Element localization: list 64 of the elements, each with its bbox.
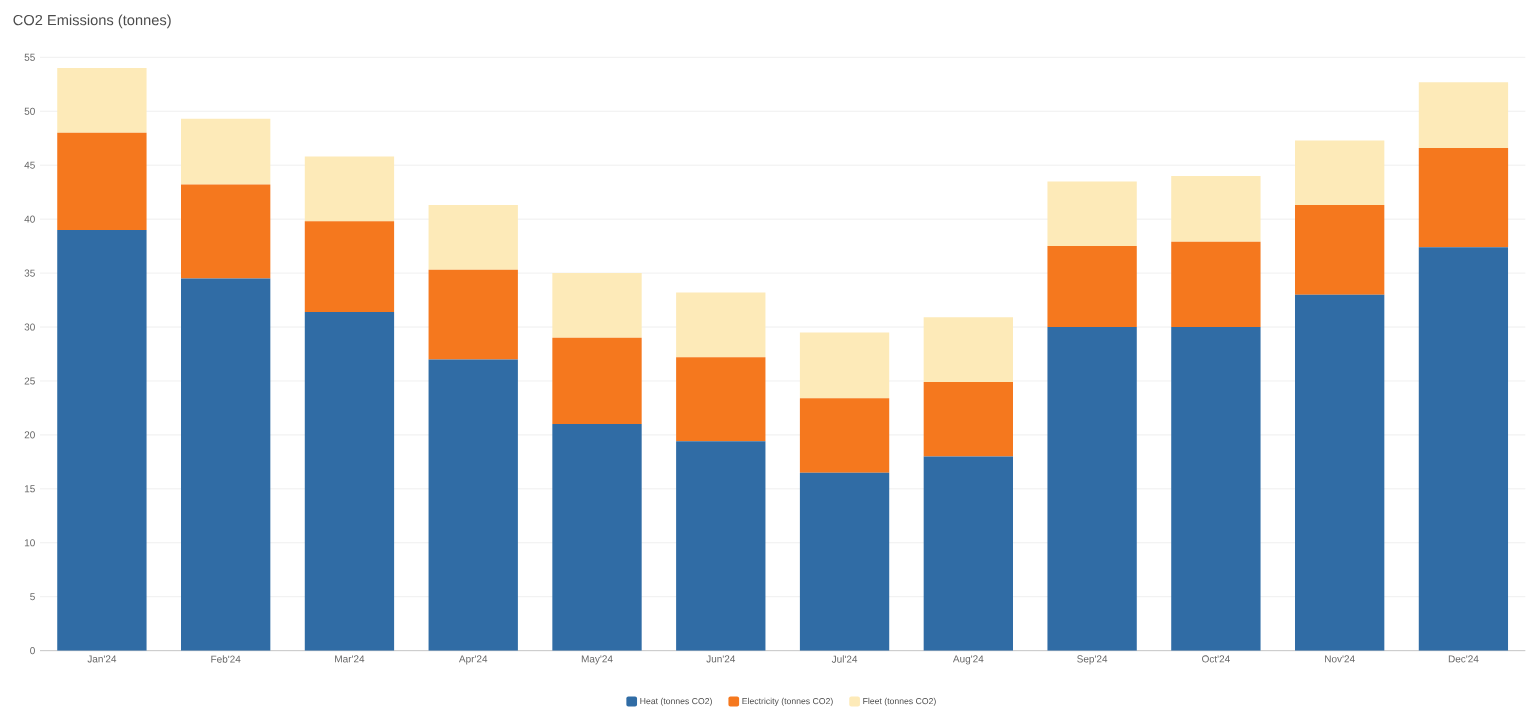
legend-label: Fleet (tonnes CO2) — [863, 697, 936, 706]
bar — [1047, 246, 1137, 328]
bar — [1418, 247, 1509, 651]
bar — [552, 337, 642, 425]
bar — [676, 292, 766, 358]
bar — [1171, 241, 1261, 328]
bar — [304, 221, 395, 312]
y-tick-label: 40 — [24, 215, 35, 223]
bar — [1295, 205, 1385, 295]
y-tick-label: 55 — [24, 53, 35, 61]
bar — [676, 357, 766, 442]
x-tick-label: Jul'24 — [831, 655, 858, 663]
bar — [799, 472, 890, 651]
bar — [1047, 181, 1137, 247]
x-tick-label: Sep'24 — [1077, 655, 1108, 665]
bar — [181, 278, 271, 651]
bar — [1418, 147, 1509, 248]
legend-label: Electricity (tonnes CO2) — [742, 697, 833, 706]
x-tick-label: Jan'24 — [87, 655, 117, 663]
bar — [181, 184, 271, 279]
bar — [799, 332, 890, 399]
x-tick-label: Oct'24 — [1202, 655, 1230, 663]
y-tick-label: 0 — [30, 647, 35, 655]
bar — [552, 273, 642, 338]
x-tick-label: Nov'24 — [1325, 655, 1355, 663]
y-tick-label: 30 — [24, 323, 35, 331]
x-tick-label: Mar'24 — [335, 655, 365, 663]
bar — [304, 156, 395, 222]
bar — [57, 132, 147, 230]
bar — [57, 229, 147, 651]
y-tick-label: 15 — [24, 485, 35, 493]
bar — [428, 359, 518, 651]
bar — [799, 398, 890, 473]
bar — [676, 441, 766, 651]
y-tick-label: 10 — [24, 539, 35, 547]
bar — [923, 317, 1013, 383]
bar — [552, 424, 642, 651]
bar — [304, 311, 395, 651]
bar — [923, 382, 1013, 457]
x-tick-label: May'24 — [581, 655, 613, 665]
y-tick-label: 45 — [24, 161, 35, 169]
x-tick-label: Feb'24 — [211, 655, 241, 663]
bar — [57, 68, 147, 133]
bar — [1171, 175, 1261, 242]
bar — [428, 205, 518, 270]
y-tick-label: 25 — [24, 377, 35, 385]
bar — [428, 269, 518, 360]
y-tick-label: 50 — [24, 107, 35, 115]
bar — [181, 118, 271, 185]
x-tick-label: Apr'24 — [458, 655, 488, 665]
x-tick-label: Jun'24 — [706, 655, 736, 663]
y-tick-label: 35 — [24, 269, 35, 277]
x-tick-label: Aug'24 — [952, 655, 984, 665]
bar — [1171, 327, 1261, 651]
chart-title: CO2 Emissions (tonnes) — [13, 14, 171, 29]
x-tick-label: Dec'24 — [1448, 655, 1479, 663]
bar — [923, 456, 1013, 651]
bar — [1295, 140, 1385, 206]
bar — [1418, 82, 1509, 148]
bar — [1295, 294, 1385, 651]
legend-label: Heat (tonnes CO2) — [640, 697, 712, 706]
y-tick-label: 5 — [30, 593, 35, 601]
bar — [1047, 327, 1137, 651]
y-tick-label: 20 — [24, 431, 35, 439]
